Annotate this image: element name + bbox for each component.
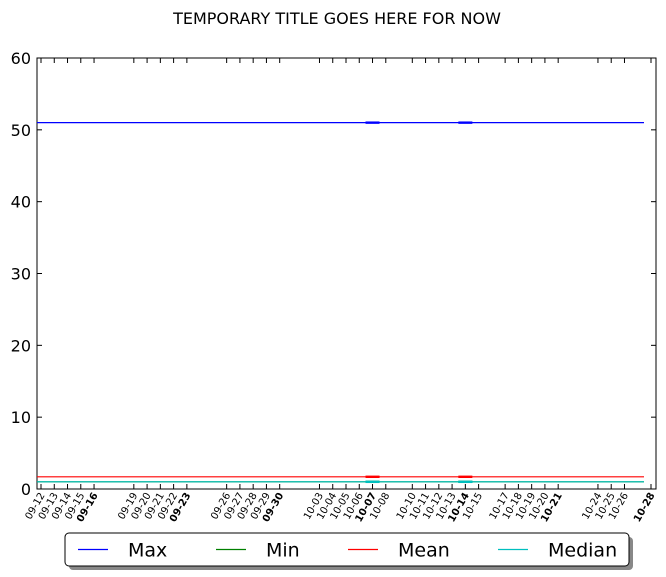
chart-title: TEMPORARY TITLE GOES HERE FOR NOW [172,9,501,28]
legend-label-median: Median [548,540,617,562]
y-axis: 0 10 20 30 40 50 60 [11,49,656,499]
y-tick-label: 40 [11,193,31,212]
x-tick-label: 10-28 [632,491,658,524]
legend-label-mean: Mean [398,540,450,562]
y-tick-label: 0 [21,480,31,499]
plot-area [36,57,657,490]
legend: Max Min Mean Median [64,532,633,570]
y-tick-label: 10 [11,408,31,427]
legend-label-max: Max [128,540,167,562]
legend-box [64,532,630,567]
legend-label-min: Min [266,540,300,562]
y-tick-label: 50 [11,121,31,140]
y-tick-label: 30 [11,265,31,284]
y-tick-label: 60 [11,49,31,68]
y-tick-label: 20 [11,336,31,355]
